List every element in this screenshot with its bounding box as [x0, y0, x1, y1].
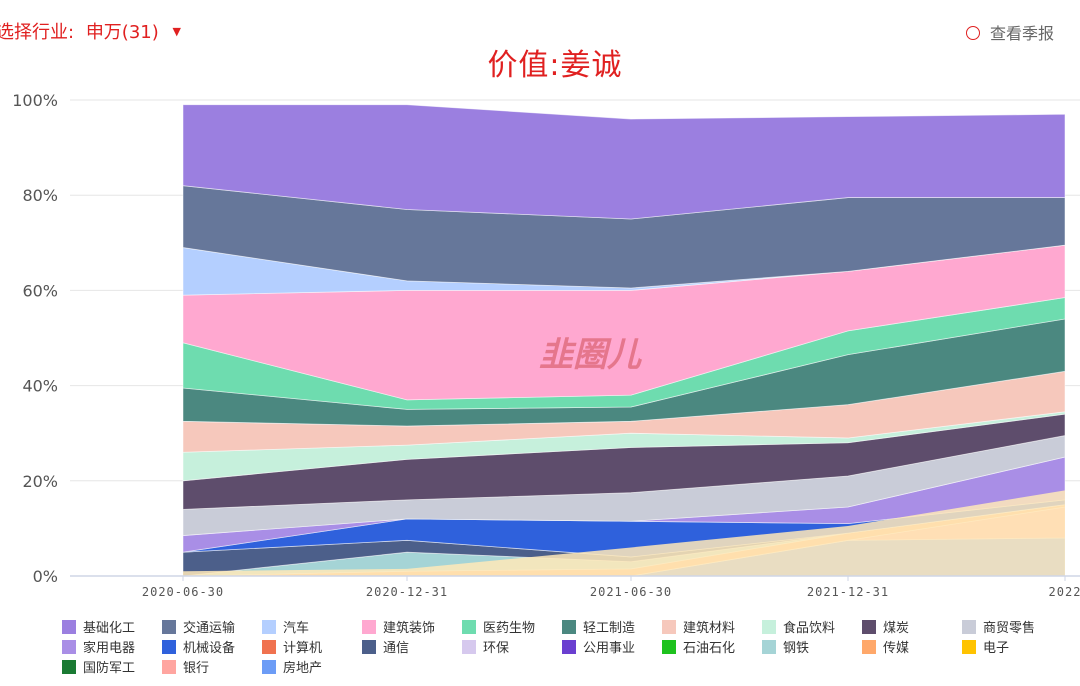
legend-swatch — [262, 620, 276, 634]
legend-item[interactable]: 交通运输 — [162, 617, 235, 636]
area-overlay — [183, 490, 1065, 576]
legend-item[interactable]: 国防军工 — [62, 657, 135, 676]
legend-label: 电子 — [983, 641, 1010, 656]
legend-label: 建筑装饰 — [383, 621, 436, 636]
x-tick-label: 2020-12-31 — [366, 585, 448, 599]
report-toggle[interactable]: 查看季报 — [965, 20, 1054, 44]
industry-value: 申万(31) — [85, 22, 159, 43]
legend-swatch — [662, 640, 676, 654]
legend-label: 环保 — [483, 641, 510, 656]
industry-label: 选择行业: — [0, 22, 75, 43]
legend-label: 食品饮料 — [783, 621, 836, 636]
legend-swatch — [62, 640, 76, 654]
legend-item[interactable]: 石油石化 — [662, 637, 735, 656]
legend-swatch — [762, 620, 776, 634]
x-tick-label: 2021-06-30 — [590, 585, 672, 599]
legend-swatch — [62, 620, 76, 634]
legend-swatch — [562, 640, 576, 654]
legend-item[interactable]: 商贸零售 — [962, 617, 1035, 636]
industry-selector[interactable]: 选择行业: 申万(31) ▼ — [0, 18, 181, 44]
y-tick-label: 60% — [22, 281, 58, 300]
legend-label: 商贸零售 — [983, 621, 1036, 636]
x-tick-label: 2020-06-30 — [142, 585, 224, 599]
legend-label: 汽车 — [283, 621, 310, 636]
legend-label: 石油石化 — [683, 641, 736, 656]
legend-label: 公用事业 — [583, 641, 636, 656]
legend-swatch — [162, 640, 176, 654]
report-toggle-label: 查看季报 — [989, 24, 1054, 43]
legend-label: 建筑材料 — [683, 621, 736, 636]
legend-label: 基础化工 — [83, 621, 136, 636]
legend-swatch — [862, 620, 876, 634]
legend-swatch — [662, 620, 676, 634]
area-基础化工 — [182, 104, 1066, 220]
legend-label: 传媒 — [883, 641, 910, 656]
legend-item[interactable]: 汽车 — [262, 617, 309, 636]
legend-swatch — [462, 620, 476, 634]
legend-item[interactable]: 建筑材料 — [662, 617, 735, 636]
legend-item[interactable]: 房地产 — [262, 657, 322, 676]
legend-label: 医药生物 — [483, 621, 536, 636]
legend-item[interactable]: 银行 — [162, 657, 209, 676]
legend-label: 煤炭 — [883, 621, 910, 636]
legend-label: 轻工制造 — [583, 621, 636, 636]
y-tick-label: 100% — [12, 91, 58, 110]
legend-label: 房地产 — [283, 661, 323, 676]
legend-label: 通信 — [383, 641, 410, 656]
legend-swatch — [862, 640, 876, 654]
caret-down-icon: ▼ — [172, 25, 181, 38]
legend-swatch — [362, 640, 376, 654]
legend-swatch — [262, 660, 276, 674]
legend-item[interactable]: 煤炭 — [862, 617, 909, 636]
legend-label: 钢铁 — [783, 641, 810, 656]
legend-swatch — [962, 640, 976, 654]
legend-swatch — [162, 620, 176, 634]
radio-circle-icon — [965, 26, 980, 40]
chart-title: 价值:姜诚 — [487, 48, 623, 83]
legend-item[interactable]: 家用电器 — [62, 637, 135, 656]
x-tick-label: 2021-12-31 — [807, 585, 889, 599]
legend-item[interactable]: 钢铁 — [762, 637, 809, 656]
legend-item[interactable]: 机械设备 — [162, 637, 235, 656]
legend-item[interactable]: 传媒 — [862, 637, 909, 656]
legend-swatch — [562, 620, 576, 634]
legend-label: 银行 — [183, 661, 210, 676]
y-tick-label: 80% — [22, 186, 58, 205]
legend-item[interactable]: 计算机 — [262, 637, 322, 656]
legend-label: 计算机 — [283, 641, 323, 656]
legend-label: 机械设备 — [183, 641, 236, 656]
legend-swatch — [462, 640, 476, 654]
legend-swatch — [262, 640, 276, 654]
legend-item[interactable]: 轻工制造 — [562, 617, 635, 636]
y-tick-label: 0% — [33, 567, 58, 586]
legend-item[interactable]: 公用事业 — [562, 637, 635, 656]
legend-item[interactable]: 环保 — [462, 637, 509, 656]
legend-item[interactable]: 基础化工 — [62, 617, 135, 636]
legend-swatch — [362, 620, 376, 634]
legend-swatch — [162, 660, 176, 674]
legend-swatch — [762, 640, 776, 654]
legend-swatch — [62, 660, 76, 674]
legend-item[interactable]: 医药生物 — [462, 617, 535, 636]
legend-label: 国防军工 — [83, 661, 136, 676]
y-tick-label: 40% — [22, 377, 58, 396]
watermark-logo: 韭圈儿 — [539, 335, 642, 375]
legend-swatch — [962, 620, 976, 634]
legend-label: 交通运输 — [183, 621, 236, 636]
legend-item[interactable]: 建筑装饰 — [362, 617, 435, 636]
legend-label: 家用电器 — [83, 641, 136, 656]
y-tick-label: 20% — [22, 472, 58, 491]
x-tick-label: 2022 — [1049, 585, 1080, 599]
legend-item[interactable]: 电子 — [962, 637, 1009, 656]
legend-item[interactable]: 食品饮料 — [762, 617, 835, 636]
legend-item[interactable]: 通信 — [362, 637, 409, 656]
